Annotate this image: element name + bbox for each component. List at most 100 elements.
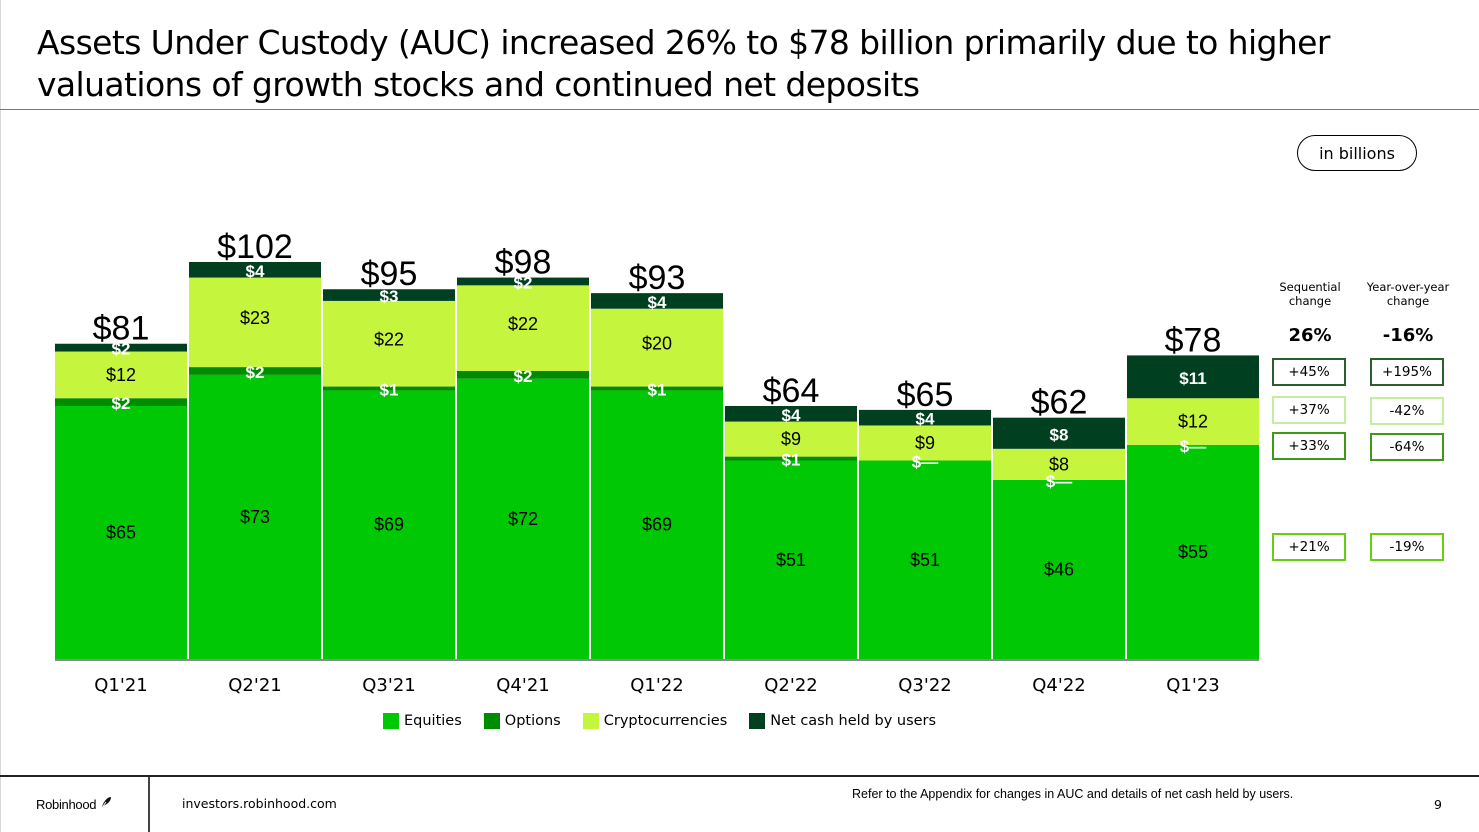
footer-note: Refer to the Appendix for changes in AUC… (852, 787, 1294, 801)
segment-label-net_cash-3: $2 (514, 273, 533, 292)
legend-swatch-equities (383, 713, 399, 729)
segment-label-equities-8: $55 (1178, 542, 1208, 562)
x-tick-label-3: Q4'21 (496, 675, 549, 696)
segment-label-cryptocurrencies-8: $12 (1178, 412, 1208, 432)
segment-label-options-7: $— (1046, 472, 1072, 491)
segment-label-options-4: $1 (648, 380, 667, 399)
total-label-7: $62 (1031, 384, 1088, 422)
bar-segment-cryptocurrencies-1 (189, 277, 321, 368)
bar-segment-cryptocurrencies-2 (323, 300, 455, 387)
segment-label-cryptocurrencies-5: $9 (781, 429, 801, 449)
units-badge: in billions (1297, 135, 1417, 171)
segment-label-net_cash-0: $2 (112, 340, 131, 359)
x-tick-label-5: Q2'22 (764, 675, 817, 696)
bar-segment-equities-8 (1127, 444, 1259, 659)
total-label-1: $102 (217, 228, 293, 266)
segment-label-cryptocurrencies-0: $12 (106, 365, 136, 385)
bar-segment-cryptocurrencies-0 (55, 351, 187, 399)
x-tick-label-1: Q2'21 (228, 675, 281, 696)
bar-segment-cryptocurrencies-5 (725, 421, 857, 457)
feather-icon (99, 796, 112, 813)
total-label-0: $81 (93, 310, 150, 348)
sequential-change-cryptocurrencies: +37% (1272, 396, 1346, 424)
bar-segment-equities-4 (591, 390, 723, 659)
segment-label-options-6: $— (912, 453, 938, 472)
legend-label-net-cash: Net cash held by users (770, 713, 937, 729)
sequential-change-header: Sequential change (1272, 280, 1348, 308)
x-tick-label-7: Q4'22 (1032, 675, 1085, 696)
yoy-change-cryptocurrencies: -42% (1370, 397, 1444, 425)
total-label-5: $64 (763, 372, 820, 410)
segment-label-cryptocurrencies-4: $20 (642, 334, 672, 354)
x-tick-label-4: Q1'22 (630, 675, 683, 696)
x-tick-label-0: Q1'21 (94, 675, 147, 696)
total-label-3: $98 (495, 244, 552, 282)
units-label: in billions (1319, 143, 1395, 163)
sequential-header-line2: change (1288, 294, 1332, 308)
yoy-header-line2: change (1386, 294, 1430, 308)
bar-segment-equities-0 (55, 406, 187, 659)
segment-label-cryptocurrencies-1: $23 (240, 308, 270, 328)
segment-label-equities-5: $51 (776, 550, 806, 570)
segment-label-net_cash-4: $4 (648, 293, 667, 312)
sequential-change-net-cash: +45% (1272, 358, 1346, 386)
bar-segment-net_cash-8 (1127, 355, 1259, 399)
legend-item-equities: Equities (383, 713, 462, 729)
segment-label-options-5: $1 (782, 451, 801, 470)
yoy-header-line1: Year-over-year (1366, 280, 1450, 294)
legend-swatch-cryptocurrencies (582, 713, 599, 729)
logo-text: Robinhood (36, 797, 97, 812)
x-tick-label-2: Q3'21 (362, 675, 415, 696)
segment-label-equities-0: $65 (106, 523, 136, 543)
segment-label-net_cash-6: $4 (916, 410, 935, 429)
segment-label-options-8: $— (1180, 437, 1206, 456)
yoy-change-header: Year-over-year change (1356, 280, 1460, 308)
segment-label-equities-7: $46 (1044, 559, 1074, 579)
bar-segment-net_cash-5 (725, 406, 857, 422)
bar-segment-options-4 (591, 386, 723, 391)
segment-label-equities-6: $51 (910, 550, 940, 570)
legend-label-cryptocurrencies: Cryptocurrencies (603, 713, 728, 729)
slide-title: Assets Under Custody (AUC) increased 26%… (37, 23, 1330, 104)
segment-label-options-2: $1 (380, 380, 399, 399)
sequential-change-options: +33% (1272, 432, 1346, 460)
bar-segment-net_cash-6 (859, 409, 991, 426)
segment-label-net_cash-2: $3 (380, 287, 399, 306)
segment-label-net_cash-1: $4 (246, 262, 265, 281)
slide-left-edge (0, 0, 1, 832)
total-label-4: $93 (629, 259, 686, 297)
segment-label-options-0: $2 (112, 394, 131, 413)
segment-label-cryptocurrencies-3: $22 (508, 314, 538, 334)
legend-item-net-cash: Net cash held by users (749, 713, 936, 729)
segment-label-options-3: $2 (514, 367, 533, 386)
bar-segment-cryptocurrencies-6 (859, 425, 991, 461)
segment-label-cryptocurrencies-7: $8 (1049, 454, 1069, 474)
total-label-2: $95 (361, 255, 418, 293)
segment-label-options-1: $2 (246, 363, 265, 382)
bar-segment-cryptocurrencies-3 (457, 285, 589, 371)
x-tick-label-6: Q3'22 (898, 675, 951, 696)
sequential-total-change: 26% (1288, 325, 1332, 346)
yoy-total-change: -16% (1382, 325, 1434, 346)
bar-segment-equities-7 (993, 479, 1125, 659)
yoy-change-equities: -19% (1370, 533, 1444, 561)
investor-site-link[interactable]: investors.robinhood.com (182, 796, 337, 811)
bar-segment-options-0 (55, 398, 187, 407)
legend-item-options: Options (483, 713, 561, 729)
segment-label-equities-3: $72 (508, 509, 538, 529)
robinhood-logo: Robinhood (36, 796, 112, 813)
bar-segment-net_cash-7 (993, 417, 1125, 449)
total-label-6: $65 (897, 376, 954, 414)
bar-segment-equities-1 (189, 374, 321, 659)
segment-label-net_cash-7: $8 (1050, 425, 1069, 444)
bar-segment-options-3 (457, 370, 589, 379)
bar-segment-equities-6 (859, 460, 991, 659)
bar-segment-net_cash-1 (189, 262, 321, 278)
bar-segment-net_cash-4 (591, 293, 723, 309)
bar-segment-options-5 (725, 456, 857, 461)
bar-segment-options-1 (189, 367, 321, 375)
bar-segment-cryptocurrencies-8 (1127, 398, 1259, 445)
segment-label-equities-2: $69 (374, 515, 404, 535)
bar-segment-cryptocurrencies-7 (993, 448, 1125, 480)
